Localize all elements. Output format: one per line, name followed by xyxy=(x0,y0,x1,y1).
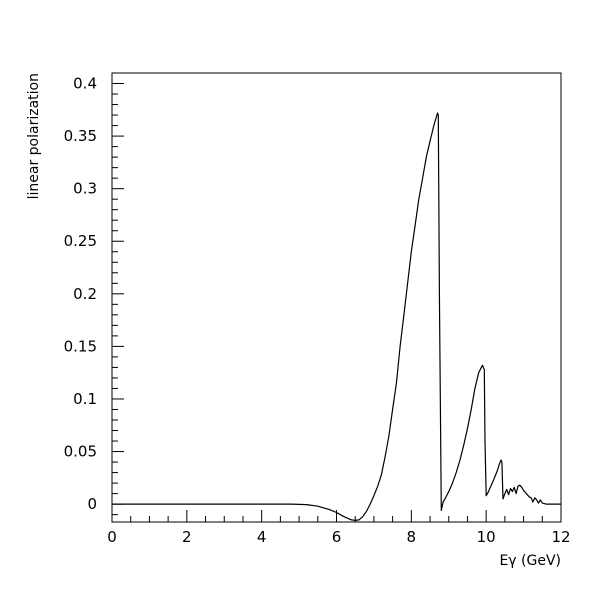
x-tick-label: 2 xyxy=(182,528,192,546)
x-ticks xyxy=(111,510,562,522)
y-tick-label: 0.35 xyxy=(64,127,97,145)
x-tick-label: 0 xyxy=(107,528,117,546)
series-layer xyxy=(112,112,561,522)
y-tick-label: 0.4 xyxy=(73,75,97,93)
x-tick-label: 4 xyxy=(257,528,267,546)
x-axis-title: Eγ (GeV) xyxy=(499,553,561,569)
polarization-curve xyxy=(112,112,561,522)
x-tick-label: 12 xyxy=(551,528,570,546)
x-tick-labels: 0 2 4 6 8 10 12 xyxy=(107,528,570,546)
y-tick-label: 0.05 xyxy=(64,443,97,461)
y-tick-label: 0.25 xyxy=(64,232,97,250)
y-tick-label: 0 xyxy=(87,495,97,513)
y-tick-label: 0.2 xyxy=(73,285,97,303)
y-tick-label: 0.1 xyxy=(73,390,97,408)
x-tick-label: 6 xyxy=(332,528,342,546)
y-tick-labels: 0 0.05 0.1 0.15 0.2 0.25 0.3 0.35 0.4 xyxy=(64,75,97,514)
plot-frame xyxy=(111,72,562,523)
y-tick-label: 0.3 xyxy=(73,180,97,198)
x-tick-label: 10 xyxy=(477,528,496,546)
x-tick-label: 8 xyxy=(407,528,417,546)
y-ticks xyxy=(112,72,124,516)
y-tick-label: 0.15 xyxy=(64,337,97,355)
y-axis-title: linear polarization xyxy=(26,73,42,199)
